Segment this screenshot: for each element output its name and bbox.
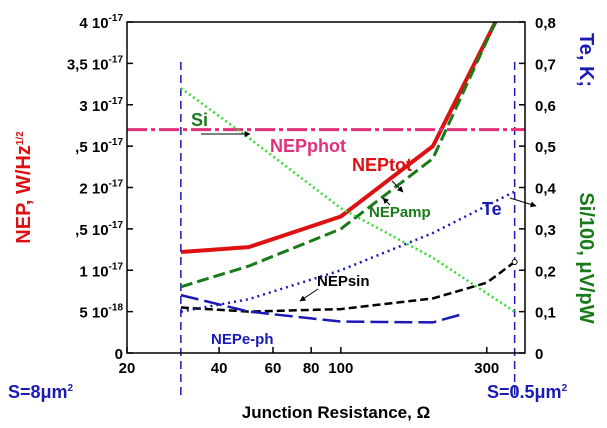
x-tick-label: 40 [211, 360, 228, 377]
right-tick-label: 0,4 [535, 181, 557, 198]
right-tick-label: 0,5 [535, 139, 556, 156]
annotation-nepphot: NEPphot [270, 136, 346, 156]
labels: Junction Resistance, Ω NEP, W/Hz1/2 Te, K;… [8, 33, 597, 422]
nepsin-marker [511, 258, 518, 265]
y-axis-right-label-te: Te, K; [575, 33, 597, 87]
annotation-nepamp: NEPamp [369, 204, 431, 221]
left-tick-label: 3 10-17 [79, 96, 123, 115]
axes: 0 5 10-18 1 10-17 ,5 10-17 2 10-17 ,5 10-17 3 … [67, 13, 557, 377]
x-tick-label: 60 [265, 360, 282, 377]
right-tick-label: 0,2 [535, 263, 556, 280]
x-tick-label: 20 [119, 360, 136, 377]
annotation-arrow-te [509, 197, 537, 208]
annotation-arrow-neptot [391, 180, 404, 193]
right-tick-label: 0,3 [535, 222, 556, 239]
annotation-te: Te [482, 199, 502, 219]
series-si [180, 87, 516, 313]
series-te [180, 190, 516, 313]
annotation-neptot: NEPtot [352, 155, 412, 175]
right-tick-label: 0,6 [535, 98, 556, 115]
right-tick-label: 0 [535, 346, 543, 363]
left-tick-label: 0 [115, 346, 123, 363]
left-tick-label: 1 10-17 [79, 261, 123, 280]
x-tick-label: 80 [303, 360, 320, 377]
y-axis-right-label-si: Si/100, μV/pW [575, 192, 597, 323]
left-tick-label: ,5 10-17 [75, 220, 123, 239]
right-tick-label: 0,8 [535, 15, 556, 32]
left-tick-label: ,5 10-17 [75, 137, 123, 156]
x-tick-label: 100 [328, 360, 353, 377]
plot-area [127, 21, 525, 395]
size-label-2: S=0.5μm2 [487, 382, 568, 402]
left-tick-label: 2 10-17 [79, 179, 123, 198]
annotation-si: Si [191, 110, 208, 130]
annotation-arrow-nepsin [299, 288, 319, 302]
right-tick-label: 0,1 [535, 305, 556, 322]
series-nepamp [180, 21, 497, 289]
right-tick-label: 0,7 [535, 56, 556, 73]
y-axis-left-label: NEP, W/Hz1/2 [13, 131, 35, 244]
plot-frame [126, 21, 526, 354]
series-nepe-ph [180, 293, 463, 324]
series-nepsin [180, 260, 516, 313]
series-neptot [180, 21, 498, 254]
annotation-arrow-nepamp [382, 197, 391, 206]
x-axis-label: Junction Resistance, Ω [242, 403, 430, 422]
annotation-nepe-ph: NEPe-ph [211, 331, 274, 348]
annotation-nepsin: NEPsin [317, 273, 370, 290]
left-tick-label: 5 10-18 [79, 303, 123, 322]
size-label-1: S=8μm2 [8, 382, 74, 402]
left-tick-label: 4 10-17 [79, 13, 123, 32]
left-tick-label: 3,5 10-17 [67, 54, 124, 73]
x-tick-label: 300 [474, 360, 499, 377]
